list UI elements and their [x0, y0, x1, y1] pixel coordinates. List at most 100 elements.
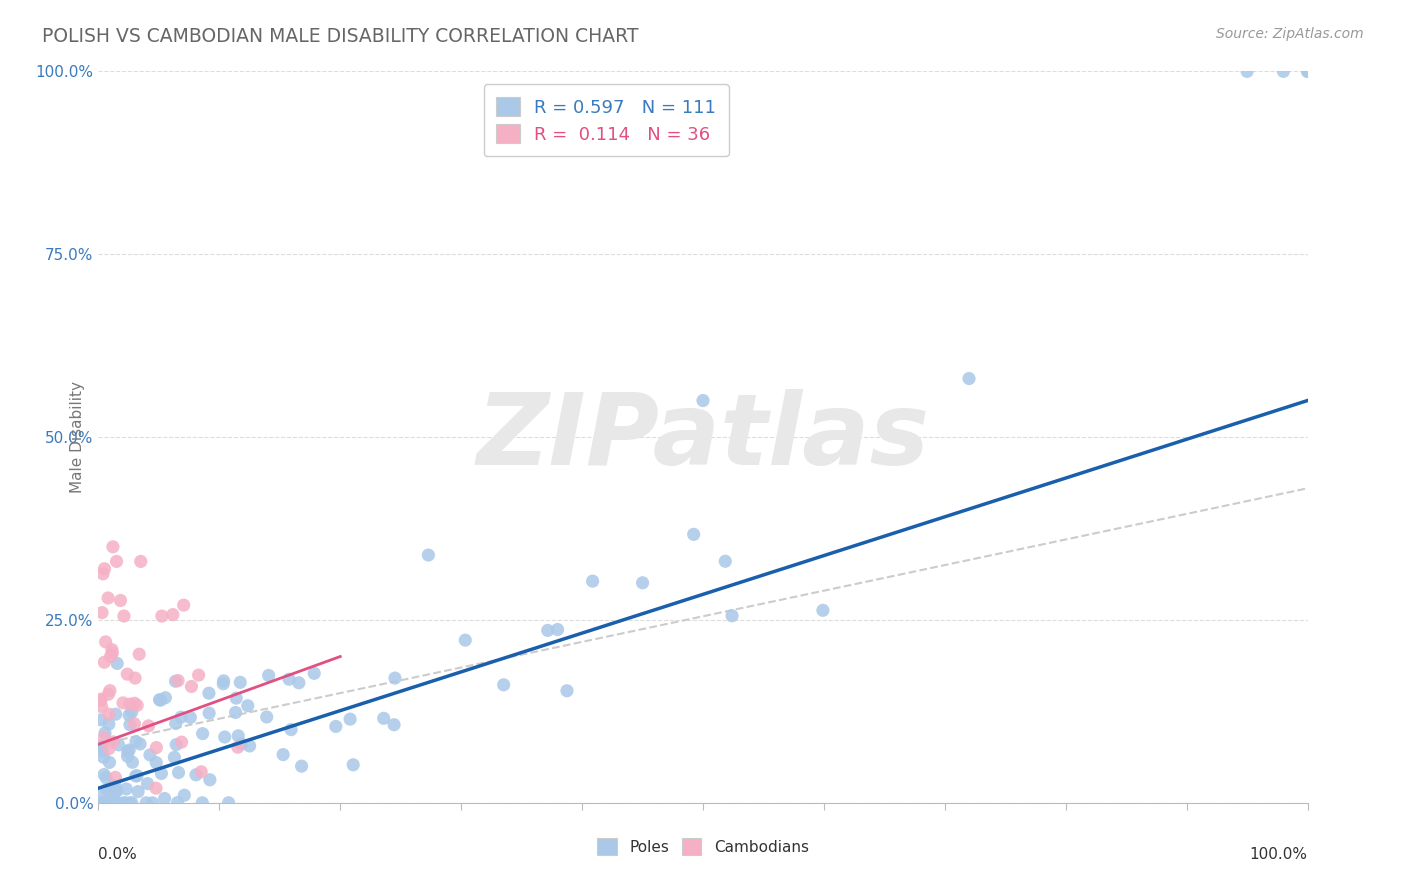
Point	[547, 623, 569, 637]
Point	[167, 765, 190, 780]
Point	[129, 554, 152, 568]
Point	[93, 796, 115, 810]
Point	[187, 668, 209, 682]
Point	[90, 787, 112, 801]
Point	[288, 675, 311, 690]
Point	[1272, 64, 1295, 78]
Point	[121, 705, 143, 719]
Point	[90, 692, 112, 706]
Point	[104, 780, 127, 794]
Point	[97, 717, 120, 731]
Point	[101, 540, 124, 554]
Point	[229, 675, 252, 690]
Point	[101, 735, 124, 749]
Point	[382, 717, 405, 731]
Point	[97, 687, 120, 701]
Point	[325, 719, 347, 733]
Y-axis label: Male Disability: Male Disability	[69, 381, 84, 493]
Point	[97, 741, 120, 756]
Point	[150, 766, 173, 780]
Point	[96, 782, 118, 797]
Point	[170, 710, 193, 724]
Point	[384, 671, 406, 685]
Point	[179, 710, 201, 724]
Point	[212, 673, 235, 688]
Point	[191, 726, 214, 740]
Point	[145, 740, 167, 755]
Point	[153, 791, 176, 805]
Legend: Poles, Cambodians: Poles, Cambodians	[592, 832, 814, 861]
Point	[104, 707, 127, 722]
Point	[118, 708, 141, 723]
Point	[117, 667, 139, 681]
Point	[104, 784, 127, 798]
Point	[94, 635, 117, 649]
Point	[226, 740, 249, 755]
Point	[555, 683, 578, 698]
Point	[121, 756, 143, 770]
Text: ZIPatlas: ZIPatlas	[477, 389, 929, 485]
Point	[231, 737, 253, 751]
Point	[96, 771, 118, 785]
Point	[1296, 64, 1319, 78]
Point	[114, 796, 136, 810]
Point	[278, 672, 301, 686]
Point	[170, 735, 193, 749]
Point	[155, 690, 177, 705]
Point	[1236, 64, 1258, 78]
Point	[93, 750, 115, 764]
Point	[418, 548, 440, 562]
Text: Source: ZipAtlas.com: Source: ZipAtlas.com	[1216, 27, 1364, 41]
Point	[454, 633, 477, 648]
Point	[162, 607, 184, 622]
Point	[135, 796, 157, 810]
Point	[537, 624, 560, 638]
Point	[256, 710, 278, 724]
Point	[214, 730, 236, 744]
Point	[118, 743, 141, 757]
Point	[125, 735, 148, 749]
Point	[302, 666, 325, 681]
Point	[198, 706, 221, 720]
Point	[339, 712, 361, 726]
Point	[90, 699, 112, 714]
Point	[145, 781, 167, 796]
Point	[112, 796, 135, 810]
Point	[145, 756, 167, 770]
Point	[225, 706, 247, 720]
Point	[105, 796, 128, 810]
Point	[239, 739, 262, 753]
Point	[121, 796, 143, 810]
Point	[90, 713, 112, 727]
Point	[93, 655, 115, 669]
Point	[91, 566, 114, 581]
Point	[173, 598, 195, 612]
Point	[124, 716, 146, 731]
Point	[149, 693, 172, 707]
Text: POLISH VS CAMBODIAN MALE DISABILITY CORRELATION CHART: POLISH VS CAMBODIAN MALE DISABILITY CORR…	[42, 27, 638, 45]
Point	[163, 750, 186, 764]
Point	[100, 782, 122, 797]
Point	[124, 696, 146, 710]
Text: 0.0%: 0.0%	[98, 847, 138, 862]
Point	[128, 647, 150, 661]
Point	[198, 686, 221, 700]
Point	[101, 642, 124, 657]
Point	[165, 738, 187, 752]
Point	[225, 691, 247, 706]
Point	[91, 796, 114, 810]
Point	[105, 784, 128, 798]
Point	[101, 779, 124, 793]
Point	[125, 769, 148, 783]
Point	[280, 723, 302, 737]
Point	[94, 726, 117, 740]
Point	[141, 796, 163, 810]
Point	[236, 698, 259, 713]
Point	[226, 729, 249, 743]
Point	[118, 697, 141, 711]
Point	[957, 371, 980, 385]
Point	[714, 554, 737, 568]
Point	[165, 674, 187, 689]
Point	[139, 747, 162, 762]
Point	[212, 677, 235, 691]
